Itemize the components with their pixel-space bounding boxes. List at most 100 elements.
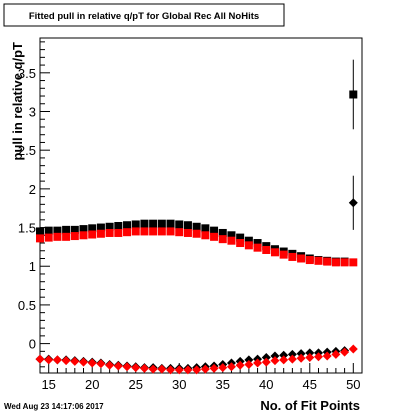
- data-point-diamond: [52, 355, 62, 365]
- data-point-square: [201, 224, 210, 233]
- x-tick-label: 50: [346, 377, 360, 392]
- data-point-diamond: [340, 347, 350, 357]
- data-point-diamond: [157, 364, 167, 374]
- data-point-diamond: [166, 365, 176, 375]
- data-point-diamond: [305, 353, 315, 363]
- y-tick-label: 3: [29, 104, 36, 119]
- y-tick-label: 0: [29, 337, 36, 352]
- data-point-diamond: [296, 349, 306, 359]
- data-point-diamond: [270, 356, 280, 366]
- data-point-square: [175, 228, 184, 237]
- data-point-square: [166, 227, 175, 236]
- x-tick-label: 35: [216, 377, 230, 392]
- data-point-square: [331, 258, 340, 267]
- data-point-square: [96, 229, 105, 238]
- y-tick-label: 2: [29, 182, 36, 197]
- data-point-square: [201, 231, 210, 240]
- data-point-diamond: [122, 362, 132, 372]
- data-point-square: [131, 227, 140, 236]
- data-point-diamond: [261, 353, 271, 363]
- data-point-square: [123, 228, 132, 237]
- y-tick-label: 2.5: [18, 143, 36, 158]
- data-point-square: [244, 241, 253, 250]
- footer-timestamp: Wed Aug 23 14:17:06 2017: [4, 402, 104, 411]
- y-tick-label: 1.5: [18, 221, 36, 236]
- data-point-diamond: [313, 352, 323, 362]
- data-point-square: [157, 219, 166, 228]
- data-point-diamond: [139, 363, 149, 373]
- data-point-diamond: [174, 365, 184, 375]
- data-point-square: [62, 225, 71, 234]
- data-point-diamond: [305, 348, 315, 358]
- data-point-square: [96, 223, 105, 232]
- data-point-diamond: [148, 364, 158, 374]
- data-point-square: [262, 245, 271, 254]
- data-point-diamond: [279, 355, 289, 365]
- data-point-diamond: [35, 354, 45, 364]
- data-point-diamond: [113, 361, 123, 371]
- series-3: [35, 344, 358, 375]
- data-point-square: [314, 256, 323, 265]
- data-point-square: [114, 228, 123, 237]
- x-tick-label: 45: [303, 377, 317, 392]
- data-point-square: [79, 225, 88, 234]
- plot-series: [35, 59, 358, 375]
- data-point-square: [227, 231, 236, 240]
- data-point-square: [192, 222, 201, 231]
- data-point-square: [236, 239, 245, 248]
- data-point-diamond: [287, 349, 297, 359]
- data-point-square: [149, 227, 158, 236]
- series-1: [36, 227, 358, 267]
- data-point-square: [53, 232, 62, 241]
- data-point-square: [210, 232, 219, 241]
- data-point-diamond: [79, 357, 89, 367]
- x-axis-label: No. of Fit Points: [260, 398, 360, 413]
- data-point-square: [279, 250, 288, 259]
- series-2: [35, 175, 358, 373]
- y-axis: 0 0.5 1 1.5 2 2.5 3 3.5: [18, 41, 50, 368]
- x-tick-label: 15: [41, 377, 55, 392]
- title-box: Fitted pull in relative q/pT for Global …: [3, 3, 285, 27]
- data-point-diamond: [287, 354, 297, 364]
- data-point-square: [227, 236, 236, 245]
- data-point-diamond: [131, 363, 141, 373]
- data-point-square: [218, 228, 227, 237]
- data-point-square: [140, 227, 149, 236]
- y-axis-label: pull in relative q/pT: [10, 42, 25, 161]
- data-point-square: [70, 232, 79, 241]
- data-point-square: [88, 230, 97, 239]
- data-point-square: [305, 256, 314, 265]
- data-point-diamond: [235, 360, 245, 370]
- data-point-square: [183, 228, 192, 237]
- data-point-diamond: [253, 358, 263, 368]
- data-point-diamond: [270, 351, 280, 361]
- data-point-diamond: [244, 359, 254, 369]
- data-point-diamond: [244, 355, 254, 365]
- data-point-square: [210, 226, 219, 235]
- x-tick-label: 20: [85, 377, 99, 392]
- data-point-square: [166, 219, 175, 228]
- data-point-square: [70, 225, 79, 234]
- data-point-square: [175, 220, 184, 229]
- data-point-diamond: [209, 363, 219, 373]
- data-point-square: [349, 90, 358, 99]
- data-point-diamond: [183, 365, 193, 375]
- data-point-square: [253, 243, 262, 252]
- data-point-diamond: [96, 359, 106, 369]
- data-point-diamond: [105, 360, 115, 370]
- data-point-diamond: [218, 363, 228, 373]
- data-point-diamond: [279, 350, 289, 360]
- data-point-square: [349, 258, 358, 267]
- data-point-diamond: [296, 353, 306, 363]
- data-point-square: [44, 233, 53, 242]
- data-point-square: [270, 248, 279, 257]
- data-point-square: [236, 233, 245, 242]
- y-tick-label: 3.5: [18, 66, 36, 81]
- data-point-diamond: [87, 358, 97, 368]
- data-point-square: [297, 254, 306, 263]
- data-point-square: [36, 227, 44, 236]
- data-point-diamond: [226, 362, 236, 372]
- data-point-square: [192, 229, 201, 238]
- data-point-diamond: [70, 356, 80, 366]
